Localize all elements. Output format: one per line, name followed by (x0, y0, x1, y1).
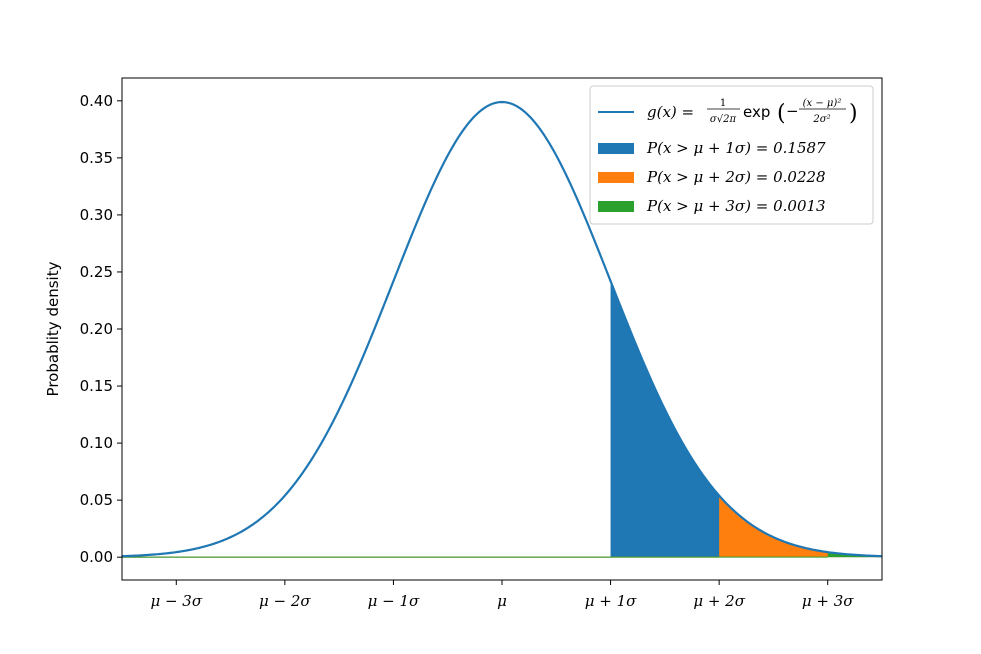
y-tick-label-1: 0.05 (80, 491, 113, 509)
y-tick-label-8: 0.40 (80, 92, 113, 110)
y-tick-label-2: 0.10 (80, 434, 113, 452)
legend-curve-open-paren: ( (777, 101, 786, 126)
legend-curve-frac-den: σ√2π (710, 114, 737, 125)
legend-entry-curve: g(x) = 1 σ√2π exp ( − (x − μ)² 2σ² ) (647, 98, 858, 126)
x-tick-label-5: μ + 2σ (693, 592, 745, 610)
curve-layer (121, 100, 883, 558)
y-tick-label-7: 0.35 (80, 149, 113, 167)
legend-patch-3sigma (598, 201, 634, 212)
y-tick-label-6: 0.30 (80, 206, 113, 224)
area-1sigma (610, 281, 882, 558)
x-tick-label-4: μ + 1σ (585, 592, 637, 610)
legend-curve-exp: exp (743, 103, 770, 121)
legend-curve-exp-den: 2σ² (812, 114, 830, 125)
legend-curve-lhs: g(x) = (647, 103, 694, 121)
y-tick-label-0: 0.00 (80, 548, 113, 566)
y-tick-label-3: 0.15 (80, 377, 113, 395)
area-2sigma (719, 495, 882, 558)
x-tick-label-2: μ − 1σ (368, 592, 420, 610)
y-tick-label-4: 0.20 (80, 320, 113, 338)
y-axis: 0.00 0.05 0.10 0.15 0.20 0.25 0.30 0.35 0.40 (80, 92, 122, 566)
legend-label-1sigma: P(x > μ + 1σ) = 0.1587 (646, 139, 826, 157)
legend-patch-2sigma (598, 172, 634, 183)
y-axis-label: Probablity density (44, 261, 62, 396)
legend-label-3sigma: P(x > μ + 3σ) = 0.0013 (646, 197, 826, 215)
legend-frame (589, 85, 874, 225)
legend-curve-frac-num: 1 (720, 98, 726, 109)
x-tick-label-6: μ + 3σ (802, 592, 854, 610)
pdf-curve (121, 100, 883, 558)
x-axis: μ − 3σ μ − 2σ μ − 1σ μ μ + 1σ μ + 2σ μ + 3σ (150, 580, 854, 610)
legend: g(x) = 1 σ√2π exp ( − (x − μ)² 2σ² ) P(x… (589, 85, 874, 225)
y-tick-label-5: 0.25 (80, 263, 113, 281)
x-tick-label-0: μ − 3σ (150, 592, 202, 610)
legend-patch-1sigma (598, 143, 634, 154)
legend-curve-exp-num: (x − μ)² (803, 98, 842, 109)
legend-label-2sigma: P(x > μ + 2σ) = 0.0228 (646, 168, 826, 186)
legend-curve-close-paren: ) (849, 101, 858, 126)
legend-curve-minus: − (786, 102, 799, 120)
x-tick-label-3: μ (497, 592, 507, 610)
x-tick-label-1: μ − 2σ (259, 592, 311, 610)
